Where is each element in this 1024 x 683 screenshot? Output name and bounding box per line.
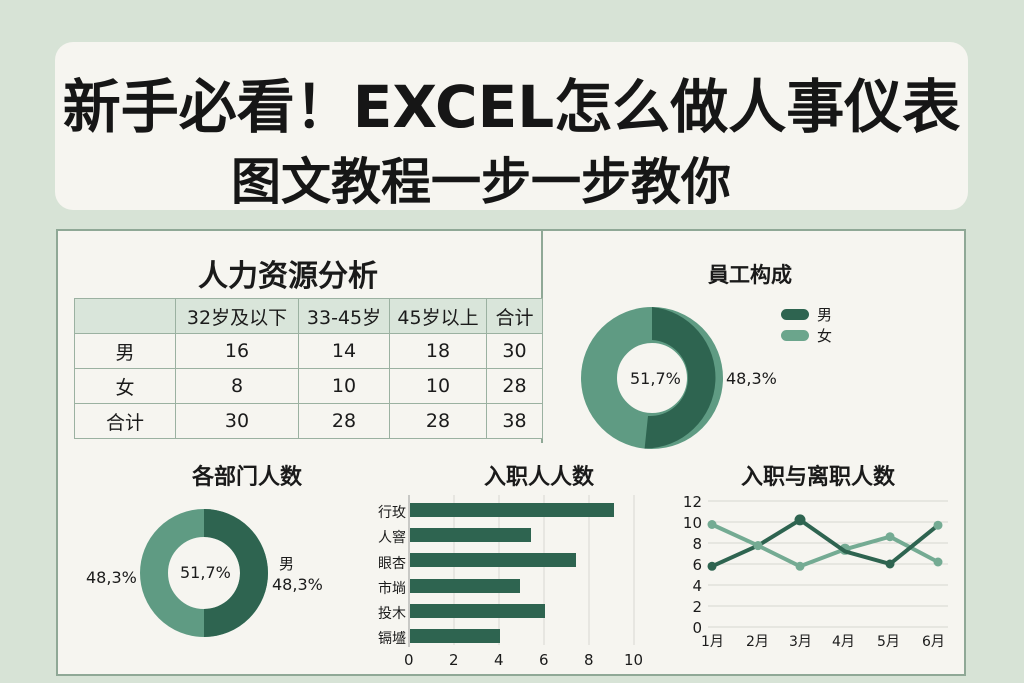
- donut-series-label: 男: [279, 555, 295, 573]
- table-cell: 28: [298, 403, 390, 439]
- tick-label: 6: [539, 651, 549, 669]
- category-label: 镉墭: [378, 631, 406, 648]
- table-cell: 38: [486, 403, 543, 439]
- table-cell: 10: [298, 368, 390, 404]
- category-label: 市埫: [378, 580, 406, 597]
- tick-label: 0: [692, 619, 702, 637]
- donut-center-label: 51,7%: [630, 369, 681, 388]
- tick-label: 4: [494, 651, 504, 669]
- tick-label: 2: [692, 598, 702, 616]
- tick-label: 6: [692, 556, 702, 574]
- donut-side-label: 48,3%: [726, 369, 777, 388]
- tick-label: 6月: [922, 634, 945, 650]
- tick-label: 5月: [877, 634, 900, 650]
- donut-center-label: 51,7%: [180, 563, 231, 582]
- title-banner: 新手必看！EXCEL怎么做人事仪表 图文教程一步一步教你: [55, 42, 968, 211]
- tick-label: 10: [682, 514, 702, 532]
- tick-label: 1月: [701, 634, 724, 650]
- male-slice: [204, 509, 268, 637]
- table-cell: 28: [486, 368, 543, 404]
- legend-label: 男: [817, 306, 833, 324]
- legend-swatch-icon: [781, 309, 809, 320]
- grid-lines: [708, 500, 948, 628]
- male-slice: [644, 307, 716, 449]
- onboarding-bar-chart: [408, 495, 635, 647]
- table-header-row: 32岁及以下 33-45岁 45岁以上 合计: [74, 298, 543, 334]
- tick-label: 4月: [832, 634, 855, 650]
- table-cell: 30: [175, 403, 299, 439]
- marker: [753, 541, 763, 551]
- legend-label: 女: [817, 327, 833, 345]
- bar: [410, 503, 614, 517]
- staff-composition-legend: 男 女: [781, 304, 832, 346]
- staff-composition-donut: [581, 307, 723, 449]
- bar: [410, 528, 531, 542]
- page-title: 新手必看！EXCEL怎么做人事仪表: [62, 73, 961, 141]
- category-label: 投木: [378, 606, 406, 623]
- tick-label: 8: [584, 651, 594, 669]
- department-count-title: 各部门人数: [192, 465, 303, 490]
- series-leave-line: [711, 522, 939, 569]
- bar-category-labels: 行玫 人窨 眼杏 市埫 投木 镉墭: [370, 501, 406, 653]
- row-label: 合计: [74, 403, 176, 439]
- marker: [933, 520, 943, 530]
- bar: [410, 553, 576, 567]
- bar: [410, 604, 545, 618]
- tick-label: 12: [682, 493, 702, 511]
- tick-label: 3月: [789, 634, 812, 650]
- table-row: 女 8 10 10 28: [74, 368, 543, 404]
- category-label: 行玫: [378, 505, 406, 521]
- department-donut: [140, 509, 268, 637]
- legend-item-female: 女: [781, 325, 832, 346]
- table-header-cell: 45岁以上: [389, 298, 487, 334]
- table-header-cell: 32岁及以下: [175, 298, 299, 334]
- table-cell: 14: [298, 333, 390, 369]
- staff-composition-title: 員工构成: [708, 263, 792, 287]
- row-label: 男: [74, 333, 176, 369]
- dashboard-panel: 人力资源分析 32岁及以下 33-45岁 45岁以上 合计 男 16 14 18…: [56, 229, 966, 676]
- table-header-cell: 合计: [486, 298, 543, 334]
- tick-label: 4: [692, 577, 702, 595]
- series-join-line: [711, 517, 940, 569]
- table-cell: 28: [389, 403, 487, 439]
- hr-analysis-title: 人力资源分析: [198, 259, 378, 294]
- category-label: 眼杏: [378, 555, 406, 572]
- table-cell: 30: [486, 333, 543, 369]
- bar: [410, 629, 500, 643]
- legend-swatch-icon: [781, 330, 809, 341]
- table-cell: 18: [389, 333, 487, 369]
- category-label: 人窨: [378, 530, 406, 547]
- tick-label: 0: [404, 651, 414, 669]
- row-label: 女: [74, 368, 176, 404]
- grid-lines: [453, 495, 635, 645]
- table-header-cell: 33-45岁: [298, 298, 390, 334]
- tick-label: 10: [624, 651, 644, 669]
- hr-analysis-table: 32岁及以下 33-45岁 45岁以上 合计 男 16 14 18 30 女 8…: [74, 298, 543, 439]
- table-row: 合计 30 28 28 38: [74, 403, 543, 439]
- donut-right-label: 48,3%: [272, 575, 323, 594]
- bar: [410, 579, 520, 593]
- onboarding-title: 入职人人数: [484, 465, 595, 490]
- series-join-markers: [707, 514, 895, 571]
- table-header-cell: [74, 298, 176, 334]
- donut-left-label: 48,3%: [86, 568, 137, 587]
- tick-label: 2: [449, 651, 459, 669]
- table-row: 男 16 14 18 30: [74, 333, 543, 369]
- in-out-line-chart: [707, 500, 948, 628]
- table-cell: 10: [389, 368, 487, 404]
- in-out-title: 入职与离职人数: [741, 465, 896, 490]
- bars: [410, 503, 614, 643]
- legend-item-male: 男: [781, 304, 832, 325]
- table-cell: 16: [175, 333, 299, 369]
- page-subtitle: 图文教程一步一步教你: [231, 153, 731, 211]
- table-cell: 8: [175, 368, 299, 404]
- line-y-ticks: 12 10 8 6 4 2 0: [682, 492, 702, 639]
- tick-label: 2月: [746, 634, 769, 650]
- tick-label: 8: [692, 535, 702, 553]
